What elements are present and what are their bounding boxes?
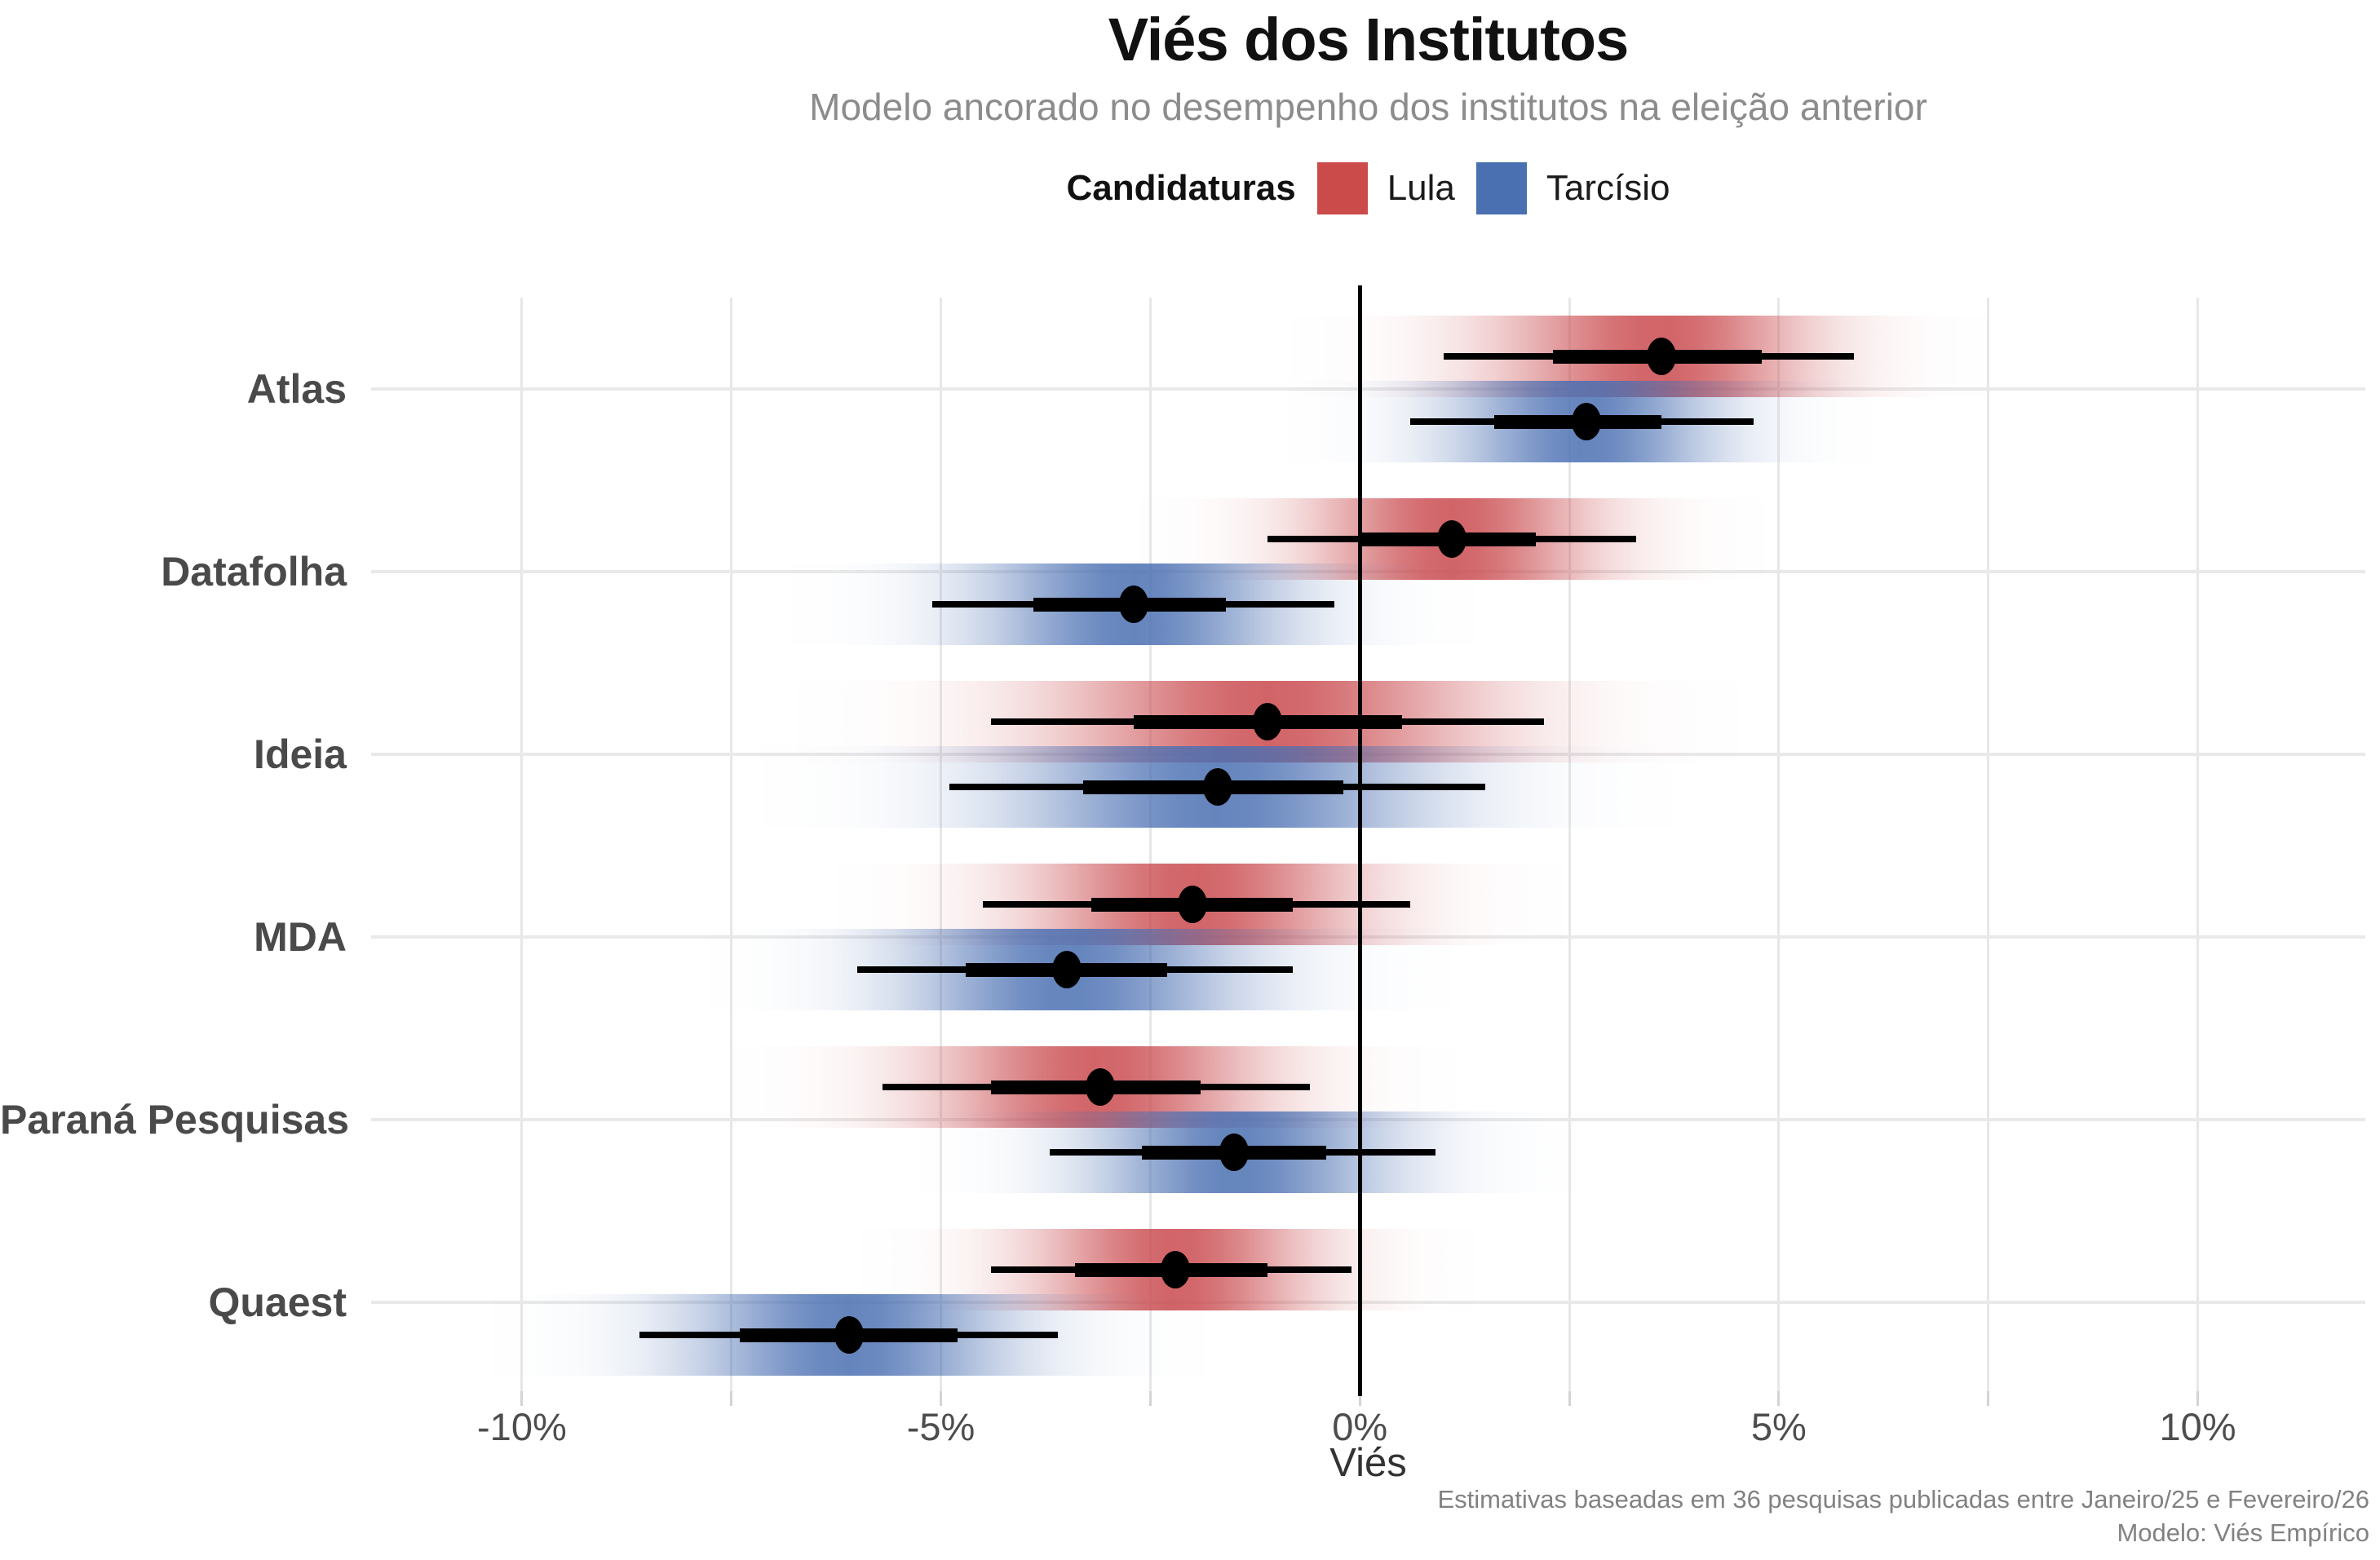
caption: Estimativas baseadas em 36 pesquisas pub… bbox=[0, 1483, 2370, 1549]
point-estimate bbox=[1161, 1251, 1191, 1288]
point-estimate bbox=[1051, 951, 1082, 988]
point-estimate bbox=[1118, 586, 1148, 623]
chart-panel bbox=[371, 298, 2365, 1391]
institute-label: MDA bbox=[254, 914, 347, 960]
x-tick bbox=[1987, 1391, 1990, 1406]
point-estimate bbox=[1219, 1134, 1250, 1171]
x-tick bbox=[1358, 1391, 1361, 1406]
institute-label: Atlas bbox=[246, 366, 347, 412]
x-tick-label: -5% bbox=[906, 1405, 975, 1448]
institute-label: Paraná Pesquisas bbox=[0, 1097, 350, 1142]
x-tick bbox=[730, 1391, 733, 1406]
gridline-x bbox=[2196, 298, 2200, 1391]
legend-item-lula: Lula bbox=[1316, 162, 1455, 214]
gridline-x bbox=[1568, 298, 1571, 1391]
point-estimate bbox=[1177, 886, 1207, 923]
institute-label: Quaest bbox=[208, 1279, 347, 1325]
gridline-x bbox=[1148, 298, 1152, 1391]
legend: Candidaturas Lula Tarcísio bbox=[371, 160, 2365, 217]
gridline-x bbox=[520, 298, 524, 1391]
point-estimate bbox=[1647, 338, 1677, 375]
gridline-x bbox=[730, 298, 733, 1391]
gridline-x bbox=[1777, 298, 1781, 1391]
point-estimate bbox=[1571, 403, 1601, 440]
legend-title: Candidaturas bbox=[1066, 168, 1296, 208]
caption-line: Modelo: Viés Empírico bbox=[2117, 1518, 2369, 1547]
page-title: Viés dos Institutos bbox=[1108, 6, 1630, 73]
institute-label: Datafolha bbox=[161, 549, 347, 594]
point-estimate bbox=[1085, 1068, 1115, 1106]
institute-label: Ideia bbox=[254, 731, 347, 777]
x-tick bbox=[2196, 1391, 2200, 1406]
x-tick-label: 0% bbox=[1332, 1405, 1388, 1448]
tarcisio-color-swatch bbox=[1475, 162, 1527, 214]
point-estimate bbox=[1437, 520, 1467, 558]
x-tick bbox=[1568, 1391, 1571, 1406]
x-tick-label: 5% bbox=[1750, 1405, 1807, 1448]
legend-item-tarcisio: Tarcísio bbox=[1475, 162, 1670, 214]
x-tick bbox=[520, 1391, 524, 1406]
x-axis-title: Viés bbox=[1329, 1441, 1407, 1485]
point-estimate bbox=[834, 1316, 864, 1354]
legend-label-tarcisio: Tarcísio bbox=[1546, 168, 1670, 208]
x-tick-label: 10% bbox=[2159, 1405, 2236, 1448]
gridline-x bbox=[1987, 298, 1990, 1391]
point-estimate bbox=[1253, 703, 1283, 740]
point-estimate bbox=[1202, 768, 1232, 806]
caption-line: Estimativas baseadas em 36 pesquisas pub… bbox=[1437, 1485, 2370, 1514]
subtitle: Modelo ancorado no desempenho dos instit… bbox=[809, 86, 1927, 128]
legend-label-lula: Lula bbox=[1387, 168, 1455, 208]
x-tick bbox=[940, 1391, 943, 1406]
gridline-x bbox=[940, 298, 943, 1391]
zero-reference-line bbox=[1357, 285, 1362, 1396]
lula-color-swatch bbox=[1316, 162, 1368, 214]
x-tick bbox=[1148, 1391, 1152, 1406]
x-tick-label: -10% bbox=[477, 1405, 567, 1448]
x-tick bbox=[1777, 1391, 1781, 1406]
